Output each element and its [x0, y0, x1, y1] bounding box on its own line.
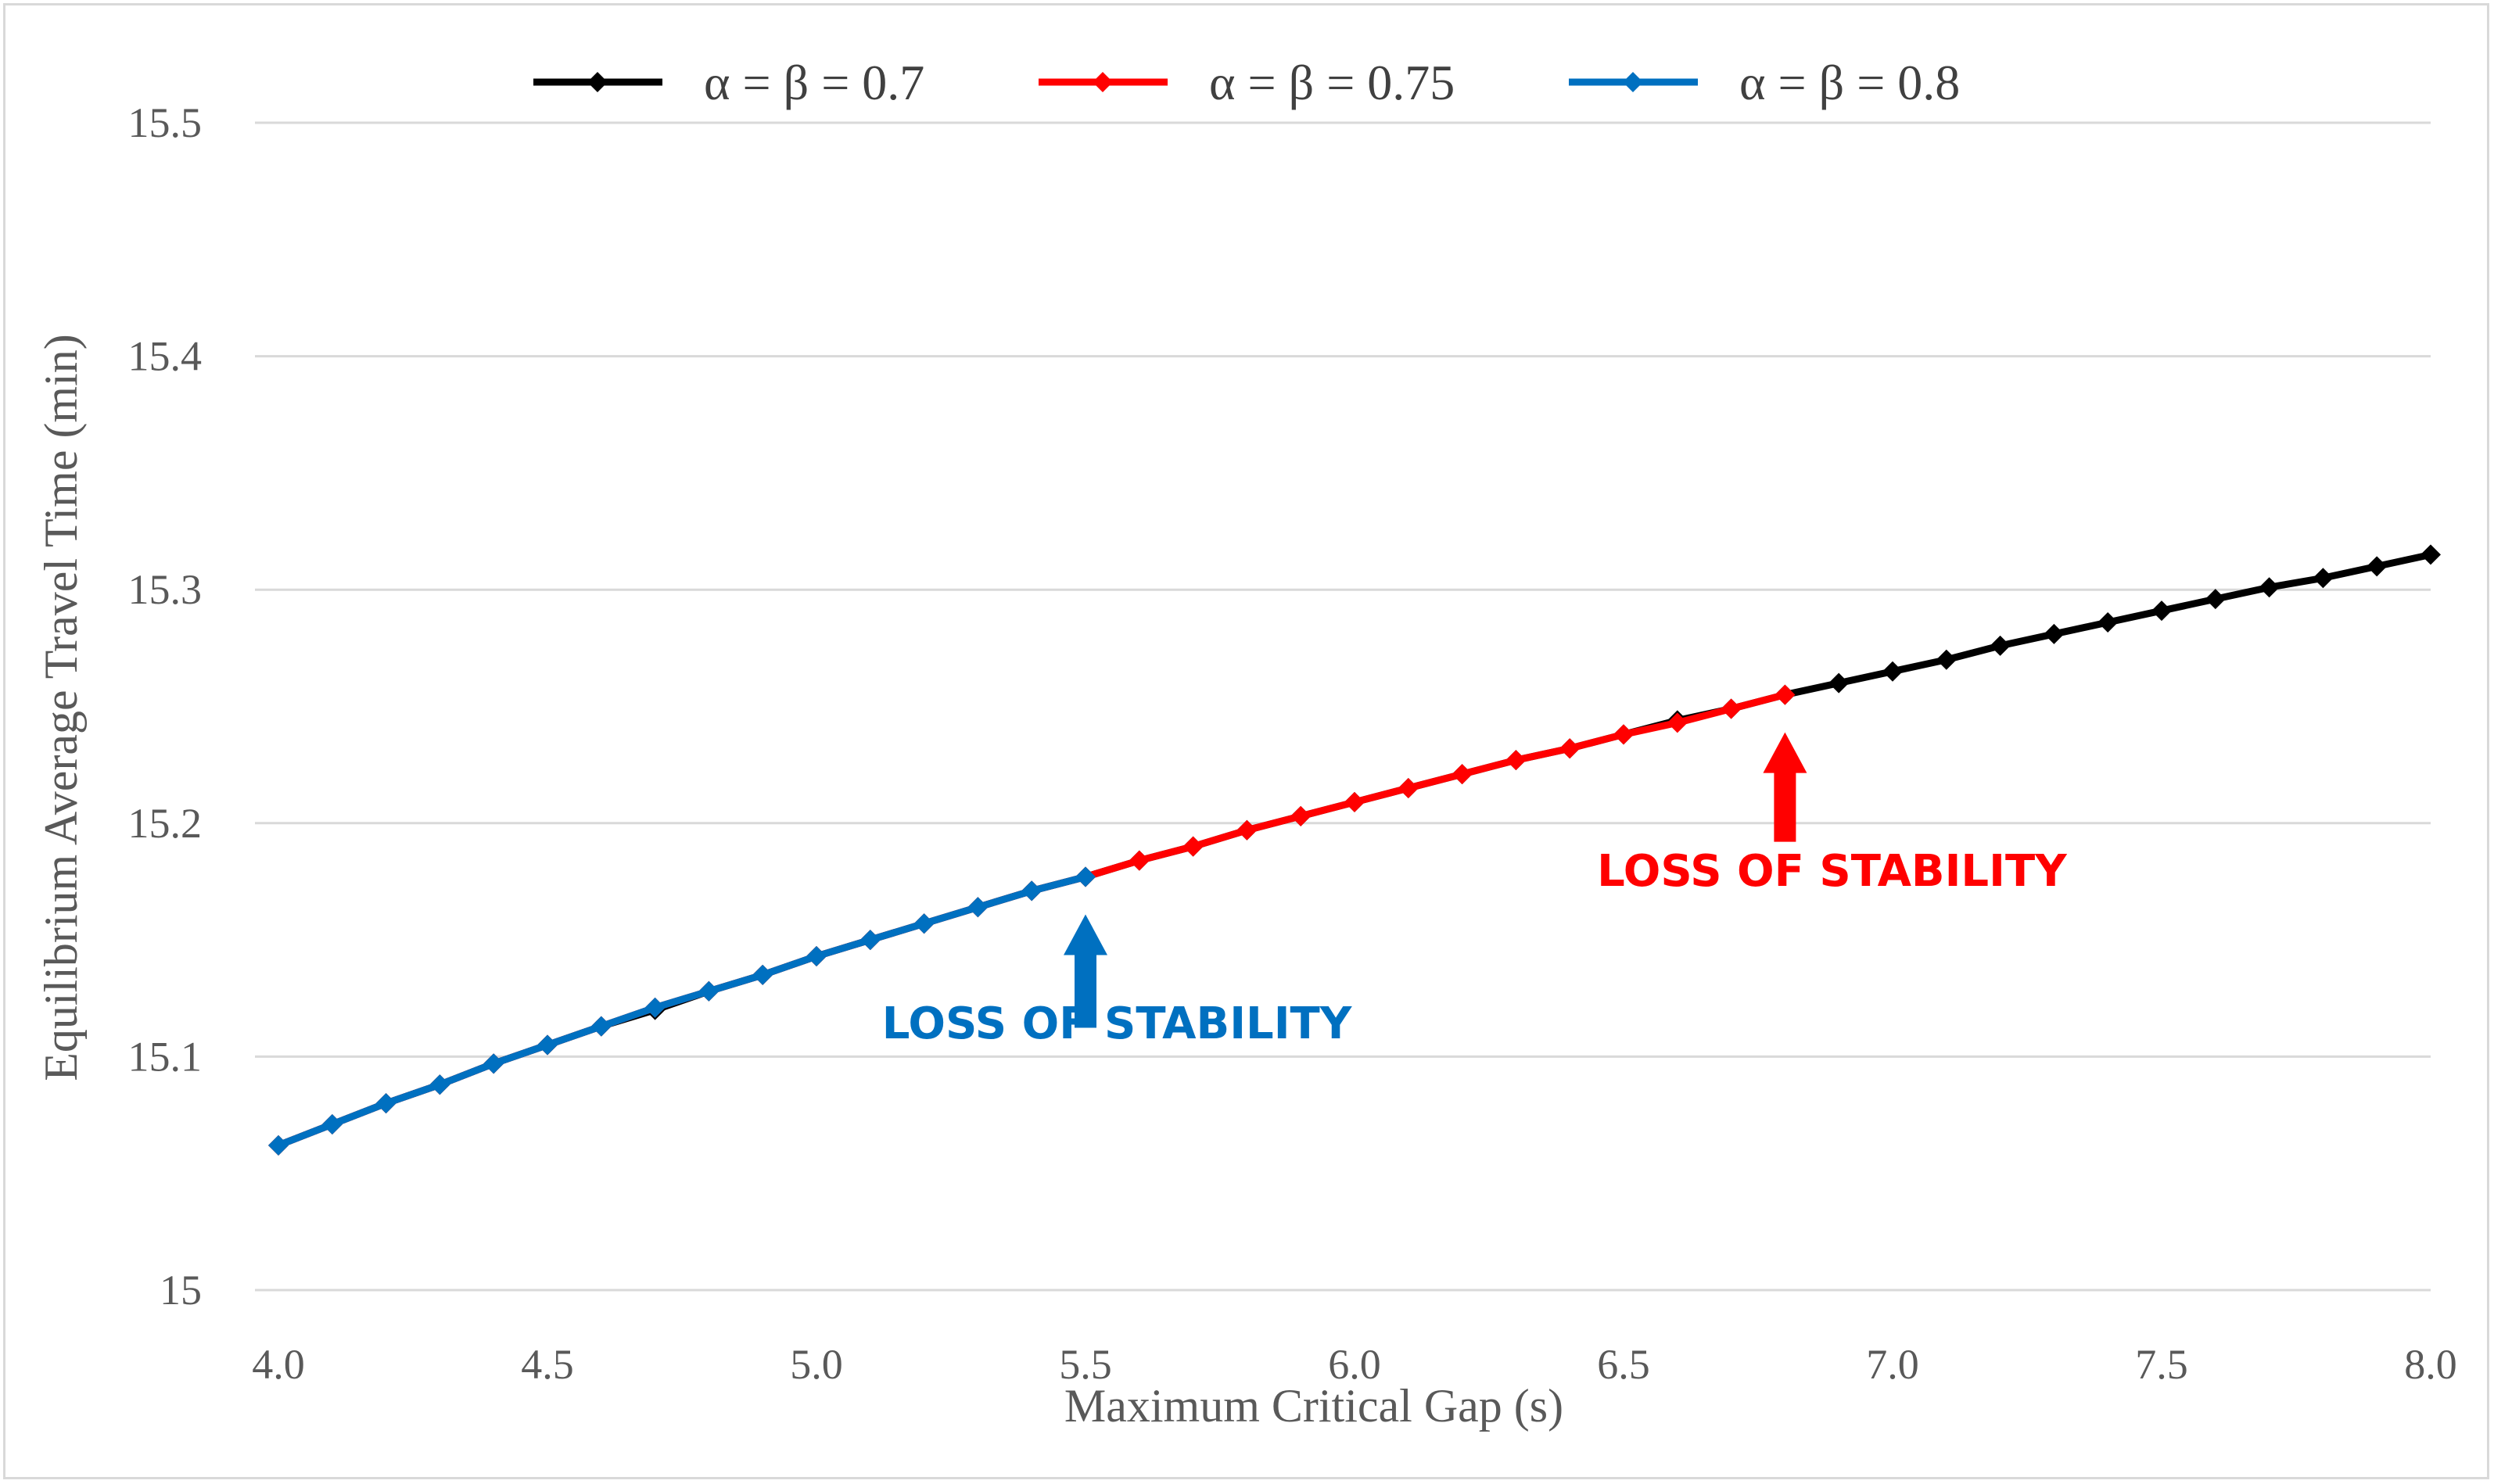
series-1: [268, 544, 2441, 1156]
data-point: [321, 1113, 343, 1135]
data-point: [1882, 661, 1903, 682]
data-point: [1775, 684, 1796, 705]
data-point: [2259, 577, 2280, 598]
annotation-label: LOSS OF STABILITY: [1597, 846, 2068, 897]
data-point: [1075, 866, 1096, 887]
y-tick-label: 15.3: [128, 566, 203, 613]
annotation-loss-of-stability: LOSS OF STABILITY: [1597, 732, 2068, 897]
data-point: [967, 897, 989, 918]
data-point: [1721, 698, 1742, 719]
data-point: [1990, 635, 2011, 656]
data-point: [2313, 568, 2334, 589]
data-point: [1828, 672, 1850, 694]
legend-item: α = β = 0.8: [1569, 55, 1960, 110]
y-axis-ticks: 15 15.1 15.2 15.3 15.4 15.5: [128, 99, 203, 1314]
data-point: [2420, 544, 2441, 565]
data-point: [1667, 712, 1688, 733]
data-point: [1398, 778, 1419, 799]
data-point: [1129, 850, 1150, 871]
x-axis-ticks: 4.0 4.5 5.0 5.5 6.0 6.5 7.0 7.5 8.0: [252, 1341, 2457, 1388]
series-line: [275, 873, 1089, 1149]
annotations: LOSS OF STABILITY LOSS OF STABILITY: [882, 732, 2068, 1049]
legend-label: α = β = 0.75: [1209, 55, 1455, 110]
chart-frame: [3, 3, 2489, 1479]
legend-marker: [1623, 72, 1643, 92]
legend-item: α = β = 0.7: [533, 55, 924, 110]
y-tick-label: 15.5: [128, 99, 203, 146]
x-tick-label: 8.0: [2404, 1341, 2457, 1388]
series-line: [275, 691, 1789, 1149]
data-point: [1021, 880, 1042, 902]
data-point: [752, 964, 773, 985]
annotation-label: LOSS OF STABILITY: [882, 998, 1353, 1049]
x-tick-label: 4.0: [252, 1341, 305, 1388]
y-axis-title: Equilibrium Average Travel Time (min): [35, 334, 87, 1081]
data-point: [1452, 764, 1473, 785]
series-group: [268, 544, 2441, 1156]
grid-lines: [255, 121, 2431, 1292]
annotation-loss-of-stability: LOSS OF STABILITY: [882, 914, 1353, 1049]
x-tick-label: 5.5: [1059, 1341, 1112, 1388]
data-point: [1559, 738, 1581, 759]
data-point: [2151, 600, 2172, 622]
data-point: [2097, 612, 2119, 633]
data-point: [2367, 556, 2388, 577]
data-point: [1236, 819, 1258, 841]
y-tick-label: 15.2: [128, 800, 203, 847]
series-2: [268, 684, 1796, 1156]
data-point: [1505, 750, 1527, 771]
data-point: [913, 913, 935, 934]
x-tick-label: 6.0: [1328, 1341, 1381, 1388]
data-point: [1344, 791, 1365, 812]
legend-label: α = β = 0.7: [704, 55, 924, 110]
x-tick-label: 4.5: [521, 1341, 574, 1388]
x-tick-label: 5.0: [790, 1341, 843, 1388]
x-tick-label: 7.5: [2135, 1341, 2188, 1388]
legend-item: α = β = 0.75: [1039, 55, 1455, 110]
legend-marker: [587, 72, 608, 92]
data-point: [2205, 589, 2226, 610]
data-point: [2044, 623, 2065, 644]
data-point: [590, 1016, 612, 1037]
data-point: [375, 1093, 397, 1114]
data-point: [1182, 836, 1204, 857]
y-tick-label: 15.4: [128, 333, 203, 380]
data-point: [537, 1034, 558, 1056]
series-3: [268, 866, 1096, 1156]
x-tick-label: 7.0: [1866, 1341, 1919, 1388]
y-tick-label: 15: [160, 1267, 202, 1314]
legend-marker: [1093, 72, 1113, 92]
data-point: [1936, 649, 1957, 670]
y-tick-label: 15.1: [128, 1033, 203, 1080]
data-point: [483, 1053, 504, 1074]
legend: α = β = 0.7 α = β = 0.75 α = β = 0.8: [533, 55, 1960, 110]
x-axis-title: Maximum Critical Gap (s): [1064, 1380, 1563, 1432]
data-point: [859, 930, 881, 951]
up-arrow-icon: [1064, 914, 1107, 1028]
data-point: [268, 1135, 289, 1156]
data-point: [1290, 805, 1312, 826]
up-arrow-icon: [1763, 732, 1807, 842]
legend-label: α = β = 0.8: [1739, 55, 1960, 110]
data-point: [429, 1074, 450, 1095]
data-point: [698, 980, 719, 1002]
data-point: [1613, 724, 1634, 745]
x-tick-label: 6.5: [1597, 1341, 1650, 1388]
data-point: [806, 946, 827, 967]
data-point: [644, 997, 666, 1018]
